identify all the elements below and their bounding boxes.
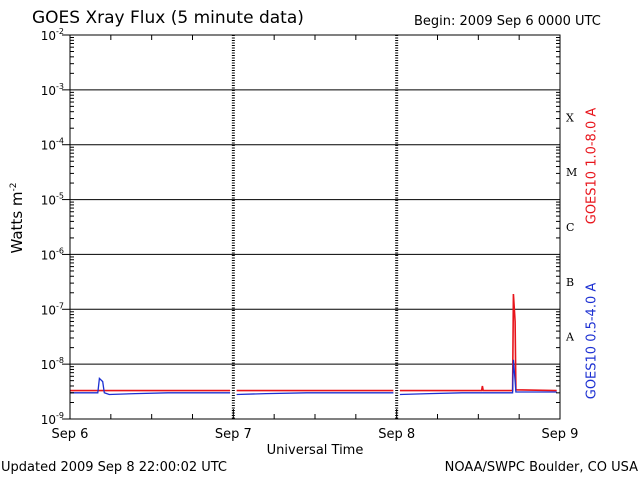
plot-frame (69, 34, 561, 420)
flare-class-label: A (565, 331, 575, 344)
y-tick-label: 10-4 (41, 137, 64, 153)
grid-layer (70, 34, 560, 420)
y-tick-label: 10-5 (41, 192, 64, 208)
series-short-channel-line (399, 359, 557, 396)
y-tick-label: 10-3 (41, 82, 64, 98)
flare-class-label: C (566, 221, 574, 234)
series-layer (70, 293, 557, 396)
y-tick-label: 10-2 (41, 27, 64, 43)
flare-class-label: B (566, 276, 574, 289)
x-tick-label: Sep 7 (215, 427, 252, 442)
credit-label: NOAA/SWPC Boulder, CO USA (444, 460, 638, 475)
x-tick-label: Sep 9 (542, 427, 579, 442)
begin-time-label: Begin: 2009 Sep 6 0000 UTC (414, 14, 601, 29)
x-tick-label: Sep 8 (378, 427, 415, 442)
y-tick-label: 10-8 (41, 356, 64, 372)
series-short-channel-line (70, 377, 231, 396)
x-tick-label: Sep 6 (52, 427, 89, 442)
y-tick-label: 10-7 (41, 301, 64, 317)
y-tick-label: 10-6 (41, 246, 64, 262)
series-short-channel-line (236, 392, 394, 396)
x-axis-label: Universal Time (267, 443, 364, 458)
updated-timestamp: Updated 2009 Sep 8 22:00:02 UTC (1, 460, 228, 475)
flare-class-label: X (566, 111, 574, 124)
series-long-channel-line (399, 293, 557, 392)
flare-class-label: M (566, 166, 577, 179)
chart-title: GOES Xray Flux (5 minute data) (32, 8, 304, 28)
y-tick-label: 10-9 (41, 411, 64, 427)
